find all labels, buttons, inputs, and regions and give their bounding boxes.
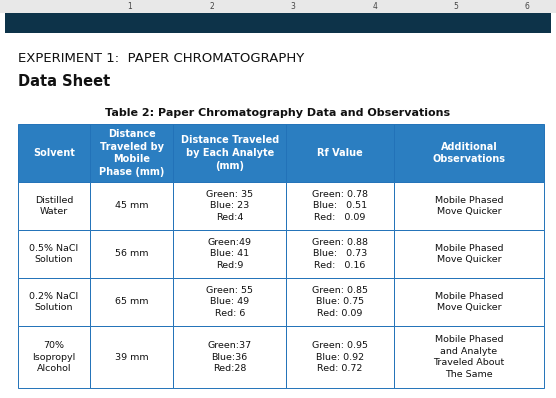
Text: Green:49
Blue: 41
Red:9: Green:49 Blue: 41 Red:9 — [208, 238, 252, 270]
Bar — [90, 230, 173, 278]
Bar — [394, 182, 544, 230]
Bar — [18, 124, 90, 182]
Text: 0.2% NaCl
Solution: 0.2% NaCl Solution — [29, 292, 78, 312]
Text: Green: 0.88
Blue:   0.73
Red:   0.16: Green: 0.88 Blue: 0.73 Red: 0.16 — [312, 238, 368, 270]
Text: 65 mm: 65 mm — [115, 297, 148, 306]
Text: 1: 1 — [128, 2, 132, 11]
Text: Solvent: Solvent — [33, 148, 75, 158]
Text: Distance
Traveled by
Mobile
Phase (mm): Distance Traveled by Mobile Phase (mm) — [99, 129, 165, 177]
Text: Additional
Observations: Additional Observations — [433, 142, 505, 164]
Text: 6: 6 — [524, 2, 529, 11]
Text: 39 mm: 39 mm — [115, 353, 148, 361]
Bar — [5, 13, 551, 33]
Bar — [173, 182, 286, 230]
Text: 0.5% NaCl
Solution: 0.5% NaCl Solution — [29, 244, 78, 264]
Text: Distilled
Water: Distilled Water — [35, 196, 73, 216]
Bar — [286, 326, 394, 388]
Bar — [286, 182, 394, 230]
Text: EXPERIMENT 1:  PAPER CHROMATOGRAPHY: EXPERIMENT 1: PAPER CHROMATOGRAPHY — [18, 52, 304, 65]
Text: 45 mm: 45 mm — [115, 201, 148, 211]
Bar — [173, 230, 286, 278]
Text: Mobile Phased
Move Quicker: Mobile Phased Move Quicker — [435, 292, 503, 312]
Text: Distance Traveled
by Each Analyte
(mm): Distance Traveled by Each Analyte (mm) — [181, 135, 279, 171]
Text: Green:37
Blue:36
Red:28: Green:37 Blue:36 Red:28 — [207, 341, 252, 373]
Bar — [394, 230, 544, 278]
Bar — [394, 124, 544, 182]
Text: Mobile Phased
and Analyte
Traveled About
The Same: Mobile Phased and Analyte Traveled About… — [434, 336, 505, 378]
Text: Green: 35
Blue: 23
Red:4: Green: 35 Blue: 23 Red:4 — [206, 190, 254, 222]
Bar — [18, 182, 90, 230]
Bar — [18, 278, 90, 326]
Bar — [394, 326, 544, 388]
Bar — [394, 278, 544, 326]
Text: Green: 0.95
Blue: 0.92
Red: 0.72: Green: 0.95 Blue: 0.92 Red: 0.72 — [312, 341, 368, 373]
Bar — [173, 124, 286, 182]
Text: Rf Value: Rf Value — [317, 148, 363, 158]
Text: 4: 4 — [373, 2, 378, 11]
Bar — [173, 278, 286, 326]
Text: Data Sheet: Data Sheet — [18, 74, 110, 89]
Bar — [0, 0, 556, 13]
Text: 56 mm: 56 mm — [115, 250, 148, 258]
Bar — [90, 182, 173, 230]
Text: Green: 0.78
Blue:   0.51
Red:   0.09: Green: 0.78 Blue: 0.51 Red: 0.09 — [312, 190, 368, 222]
Bar — [286, 278, 394, 326]
Text: 70%
Isopropyl
Alcohol: 70% Isopropyl Alcohol — [32, 341, 76, 373]
Bar — [90, 124, 173, 182]
Bar — [90, 326, 173, 388]
Text: Mobile Phased
Move Quicker: Mobile Phased Move Quicker — [435, 196, 503, 216]
Text: 2: 2 — [210, 2, 215, 11]
Text: Table 2: Paper Chromatography Data and Observations: Table 2: Paper Chromatography Data and O… — [106, 108, 450, 118]
Text: 5: 5 — [454, 2, 459, 11]
Bar — [18, 326, 90, 388]
Text: Mobile Phased
Move Quicker: Mobile Phased Move Quicker — [435, 244, 503, 264]
Text: Green: 0.85
Blue: 0.75
Red: 0.09: Green: 0.85 Blue: 0.75 Red: 0.09 — [312, 286, 368, 318]
Bar — [173, 326, 286, 388]
Bar — [90, 278, 173, 326]
Text: Green: 55
Blue: 49
Red: 6: Green: 55 Blue: 49 Red: 6 — [206, 286, 253, 318]
Text: 3: 3 — [291, 2, 295, 11]
Bar — [286, 230, 394, 278]
Bar — [18, 230, 90, 278]
Bar — [286, 124, 394, 182]
